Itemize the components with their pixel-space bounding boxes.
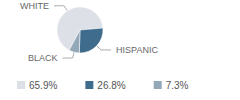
svg-text:7.3%: 7.3% xyxy=(166,80,189,91)
svg-text:WHITE: WHITE xyxy=(20,1,49,11)
svg-text:65.9%: 65.9% xyxy=(29,80,57,91)
svg-text:HISPANIC: HISPANIC xyxy=(116,45,158,55)
svg-text:26.8%: 26.8% xyxy=(97,80,125,91)
svg-text:BLACK: BLACK xyxy=(28,53,58,63)
